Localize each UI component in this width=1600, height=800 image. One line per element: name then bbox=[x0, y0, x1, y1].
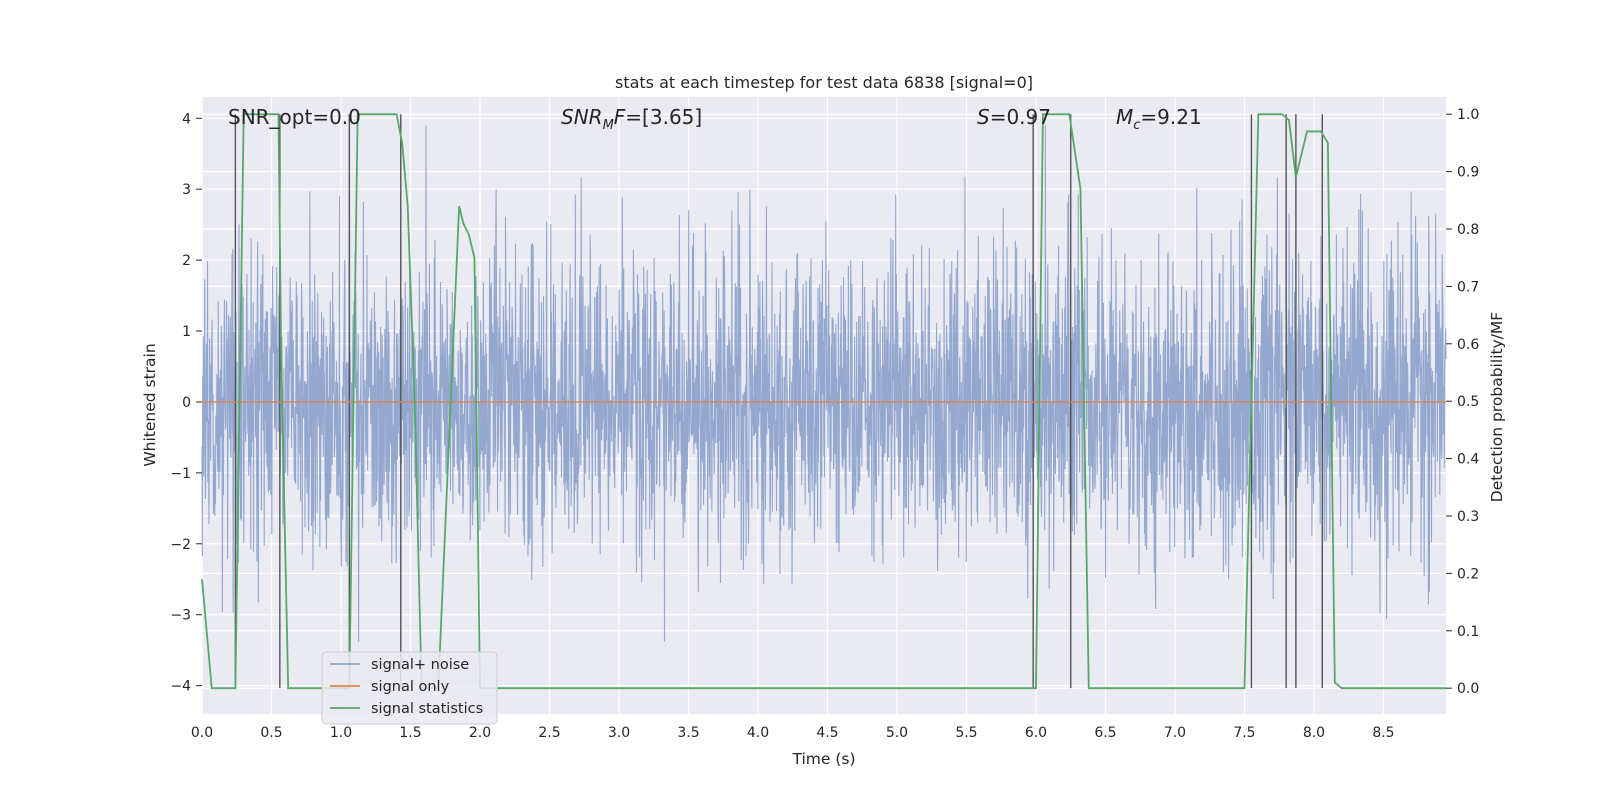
y2-tick-label: 0.2 bbox=[1457, 566, 1479, 582]
x-tick-label: 5.0 bbox=[886, 725, 908, 741]
legend-label-stats: signal statistics bbox=[371, 701, 483, 717]
y-tick-label: −3 bbox=[170, 608, 191, 624]
legend-label-noise: signal+ noise bbox=[371, 657, 469, 673]
y-tick-label: 0 bbox=[182, 395, 191, 411]
y2-tick-label: 0.7 bbox=[1457, 279, 1479, 295]
y2-tick-label: 1.0 bbox=[1457, 107, 1479, 123]
y-tick-label: 2 bbox=[182, 253, 191, 269]
y-tick-label: −4 bbox=[170, 679, 191, 695]
x-tick-label: 1.0 bbox=[330, 725, 352, 741]
x-tick-label: 1.5 bbox=[399, 725, 421, 741]
marker-lines bbox=[234, 114, 1323, 689]
y-tick-label: 3 bbox=[182, 182, 191, 198]
y2-tick-label: 0.5 bbox=[1457, 394, 1479, 410]
x-tick-label: 2.5 bbox=[538, 725, 560, 741]
x-tick-label: 7.5 bbox=[1233, 725, 1255, 741]
x-tick-label: 7.0 bbox=[1164, 725, 1186, 741]
x-tick-label: 4.5 bbox=[816, 725, 838, 741]
x-tick-label: 4.0 bbox=[747, 725, 769, 741]
x-ticks: 0.0 0.5 1.0 1.5 2.0 2.5 3.0 3.5 4.0 4.5 5.0 5.5 6.0 6… bbox=[191, 725, 1395, 741]
y-tick-label: 4 bbox=[182, 111, 191, 127]
signal-noise-line bbox=[201, 125, 1447, 642]
x-tick-label: 6.5 bbox=[1094, 725, 1116, 741]
y-ticks: −4 −3 −2 −1 0 1 2 3 4 bbox=[170, 111, 202, 695]
annotation-mc: Mc=9.21 bbox=[1116, 105, 1202, 133]
y2-tick-label: 0.8 bbox=[1457, 222, 1479, 238]
y-tick-label: −1 bbox=[170, 466, 191, 482]
chart-title: stats at each timestep for test data 683… bbox=[615, 73, 1033, 92]
x-tick-label: 8.5 bbox=[1372, 725, 1394, 741]
x-tick-label: 0.5 bbox=[260, 725, 282, 741]
signal-statistics-series bbox=[201, 113, 1446, 690]
legend-label-signal: signal only bbox=[371, 679, 450, 695]
y-tick-label: 1 bbox=[182, 324, 191, 340]
x-tick-label: 5.5 bbox=[955, 725, 977, 741]
x-tick-label: 0.0 bbox=[191, 725, 213, 741]
x-tick-label: 6.0 bbox=[1025, 725, 1047, 741]
y2-tick-label: 0.0 bbox=[1457, 681, 1479, 697]
annotation-s: S=0.97 bbox=[977, 105, 1051, 129]
x-tick-label: 3.5 bbox=[677, 725, 699, 741]
x-tick-label: 8.0 bbox=[1303, 725, 1325, 741]
y2-tick-label: 0.4 bbox=[1457, 452, 1479, 468]
y2-tick-label: 0.9 bbox=[1457, 165, 1479, 181]
y2-ticks: 0.0 0.1 0.2 0.3 0.4 0.5 0.6 0.7 0.8 0.9 1.0 bbox=[1446, 107, 1479, 697]
y2-tick-label: 0.1 bbox=[1457, 624, 1479, 640]
annotation-snr-mf: SNRMF=[3.65] bbox=[561, 105, 702, 133]
x-tick-label: 3.0 bbox=[608, 725, 630, 741]
x-tick-label: 2.0 bbox=[469, 725, 491, 741]
y-axis-label: Whitened strain bbox=[141, 343, 159, 466]
legend: signal+ noise signal only signal statist… bbox=[321, 651, 498, 725]
y2-tick-label: 0.6 bbox=[1457, 337, 1479, 353]
y2-tick-label: 0.3 bbox=[1457, 509, 1479, 525]
x-axis-label: Time (s) bbox=[791, 750, 855, 768]
legend-box bbox=[321, 651, 498, 725]
signal-noise-series bbox=[201, 125, 1447, 642]
annotation-snr-opt: SNR_opt=0.0 bbox=[228, 105, 361, 129]
y2-axis-label: Detection probability/MF bbox=[1488, 312, 1506, 503]
y-tick-label: −2 bbox=[170, 537, 191, 553]
